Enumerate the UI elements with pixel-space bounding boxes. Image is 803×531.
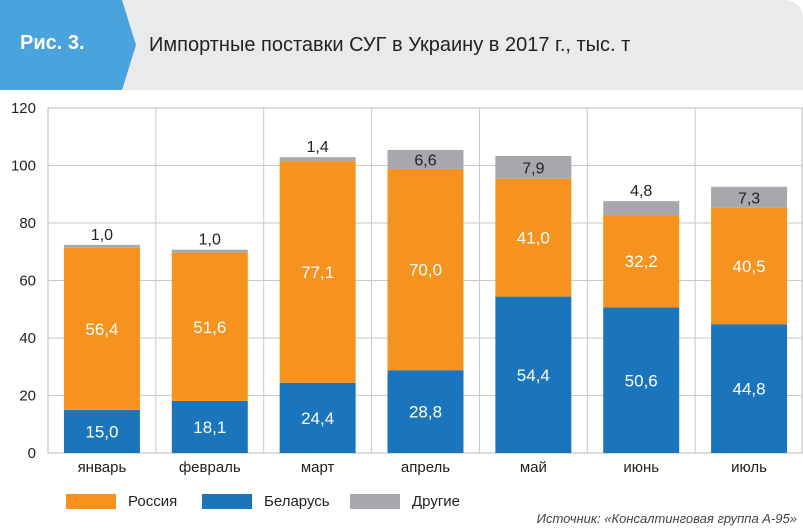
y-tick-label: 100 [11,158,36,175]
bar-belarus [495,296,572,453]
bar-belarus [279,382,356,453]
legend-label-belarus: Беларусь [264,492,330,510]
data-label-belarus: 50,6 [625,371,658,390]
figure-badge-arrow [122,0,136,90]
data-label-russia: 56,4 [85,320,118,339]
x-tick-label: март [301,459,335,476]
bar-other [495,156,572,179]
y-tick-label: 0 [28,445,36,462]
bar-russia [63,247,140,410]
legend-item-russia: Россия [66,486,177,516]
bars [63,149,788,453]
figure-badge: Рис. 3. [0,0,122,90]
bar-other [171,249,248,253]
bar-other [63,244,140,248]
legend-swatch-russia [66,493,116,509]
data-label-russia: 51,6 [193,318,226,337]
x-tick-label: июль [731,459,767,476]
data-label-russia: 70,0 [409,261,442,280]
chart-title: Импортные поставки СУГ в Украину в 2017 … [149,34,631,56]
y-tick-label: 60 [19,273,36,290]
data-label-other: 1,0 [91,227,113,244]
bar-belarus [63,409,140,453]
bar-other [387,149,464,169]
bar-russia [495,178,572,297]
legend-label-russia: Россия [128,492,178,510]
data-labels: 15,0 56,4 1,0 18,1 51,6 1,0 24,4 77,1 1,4 28,8 70,… [85,139,765,441]
legend: Россия Беларусь Другие [0,486,803,516]
data-label-belarus: 44,8 [733,380,766,399]
source-note: Источник: «Консалтинговая группа А-95» [536,511,797,526]
bar-russia [711,207,788,325]
data-label-belarus: 24,4 [301,409,334,428]
data-label-other: 7,3 [738,190,760,207]
legend-swatch-belarus [202,493,252,509]
legend-swatch-other [350,493,400,509]
legend-item-belarus: Беларусь [202,486,330,516]
y-tick-label: 80 [19,215,36,232]
y-tick-label: 120 [11,100,36,117]
data-label-belarus: 18,1 [193,418,226,437]
y-tick-label: 20 [19,388,36,405]
figure-header: Рис. 3. Импортные поставки СУГ в Украину… [0,0,803,90]
x-tick-label: февраль [179,459,241,476]
data-label-belarus: 15,0 [85,422,118,441]
legend-label-other: Другие [412,492,461,510]
bar-belarus [711,324,788,453]
x-axis: январь февраль март апрель май июнь июль [78,459,768,476]
bar-russia [171,252,248,401]
chart: 0 20 40 60 80 100 120 15,0 56,4 1,0 18,1 51,6 1,0 24… [11,100,803,476]
y-tick-label: 40 [19,330,36,347]
data-label-russia: 32,2 [625,252,658,271]
bar-russia [279,161,356,383]
data-label-belarus: 54,4 [517,366,550,385]
y-axis: 0 20 40 60 80 100 120 [11,100,36,462]
data-label-russia: 77,1 [301,263,334,282]
bar-other [279,157,356,162]
x-tick-label: июнь [623,459,659,476]
data-label-other: 1,0 [199,232,221,249]
bar-belarus [603,307,680,453]
data-label-other: 6,6 [414,152,436,169]
data-label-belarus: 28,8 [409,403,442,422]
x-tick-label: апрель [401,459,450,476]
bar-russia [603,214,680,308]
bar-belarus [171,400,248,453]
legend-item-other: Другие [350,486,460,516]
data-label-russia: 40,5 [733,257,766,276]
data-label-other: 4,8 [630,183,652,200]
data-label-russia: 41,0 [517,229,550,248]
figure-label: Рис. 3. [20,32,85,54]
x-tick-label: январь [78,459,127,476]
data-label-other: 7,9 [522,160,544,177]
data-label-other: 1,4 [307,139,329,156]
bar-russia [387,168,464,371]
bar-other [711,186,788,208]
bar-belarus [387,370,464,453]
x-tick-label: май [520,459,547,476]
bar-other [603,201,680,215]
